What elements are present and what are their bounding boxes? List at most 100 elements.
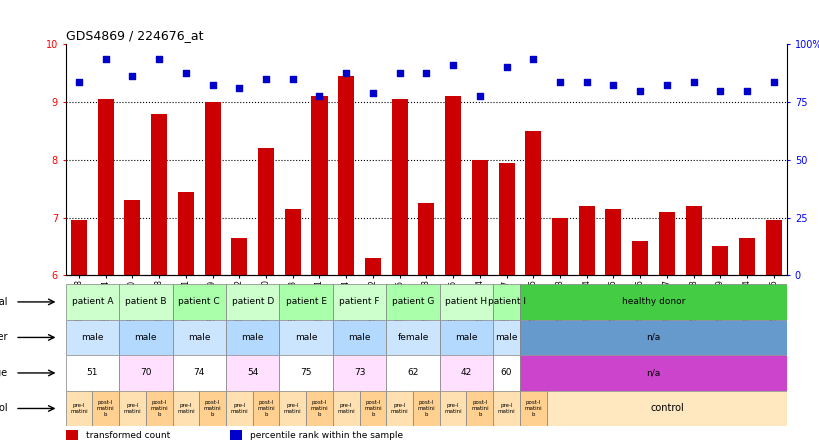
Text: GDS4869 / 224676_at: GDS4869 / 224676_at [66, 29, 203, 42]
Text: male: male [134, 333, 156, 342]
Bar [284, 209, 301, 275]
Text: patient F: patient F [339, 297, 379, 306]
Point [339, 70, 352, 77]
Point [767, 78, 780, 85]
FancyBboxPatch shape [413, 391, 439, 426]
FancyBboxPatch shape [252, 391, 279, 426]
Text: post-I
matini
b: post-I matini b [97, 400, 115, 417]
Text: pre-I
matini: pre-I matini [70, 403, 88, 414]
Bar [418, 203, 434, 275]
FancyBboxPatch shape [386, 391, 413, 426]
Text: control: control [649, 404, 683, 413]
Text: 60: 60 [500, 369, 512, 377]
Text: post-I
matini
b: post-I matini b [257, 400, 274, 417]
Text: pre-I
matini: pre-I matini [497, 403, 515, 414]
Point [259, 75, 272, 83]
Text: male: male [295, 333, 317, 342]
FancyBboxPatch shape [519, 284, 786, 320]
Point [206, 81, 219, 88]
Point [233, 84, 246, 91]
FancyBboxPatch shape [439, 391, 466, 426]
FancyBboxPatch shape [439, 355, 492, 391]
FancyBboxPatch shape [146, 391, 172, 426]
FancyBboxPatch shape [439, 284, 492, 320]
Point [659, 81, 672, 88]
FancyBboxPatch shape [66, 284, 119, 320]
Bar [178, 192, 193, 275]
Bar [229, 430, 242, 440]
Bar [391, 99, 407, 275]
Text: n/a: n/a [645, 333, 660, 342]
Point [152, 56, 165, 63]
FancyBboxPatch shape [199, 391, 226, 426]
Point [606, 81, 619, 88]
Point [313, 93, 326, 100]
Point [526, 56, 539, 63]
FancyBboxPatch shape [305, 391, 333, 426]
Text: pre-I
matini: pre-I matini [444, 403, 461, 414]
Text: post-I
matini
b: post-I matini b [310, 400, 328, 417]
Text: healthy donor: healthy donor [621, 297, 685, 306]
FancyBboxPatch shape [439, 320, 492, 355]
FancyBboxPatch shape [333, 284, 386, 320]
Point [419, 70, 432, 77]
FancyBboxPatch shape [226, 355, 279, 391]
Bar [712, 246, 727, 275]
Bar [337, 76, 354, 275]
FancyBboxPatch shape [386, 320, 439, 355]
Bar [685, 206, 701, 275]
FancyBboxPatch shape [93, 391, 119, 426]
FancyBboxPatch shape [66, 391, 93, 426]
FancyBboxPatch shape [279, 355, 333, 391]
FancyBboxPatch shape [119, 284, 172, 320]
Text: post-I
matini
b: post-I matini b [524, 400, 541, 417]
Text: patient I: patient I [487, 297, 525, 306]
Bar [765, 220, 781, 275]
Text: pre-I
matini: pre-I matini [283, 403, 301, 414]
Text: patient E: patient E [285, 297, 326, 306]
Text: patient C: patient C [179, 297, 219, 306]
Point [686, 78, 699, 85]
Text: male: male [455, 333, 477, 342]
Bar [204, 102, 220, 275]
Text: post-I
matini
b: post-I matini b [150, 400, 168, 417]
FancyBboxPatch shape [360, 391, 386, 426]
Bar [471, 160, 487, 275]
FancyBboxPatch shape [279, 284, 333, 320]
Text: post-I
matini
b: post-I matini b [364, 400, 382, 417]
Bar [151, 114, 167, 275]
Text: 42: 42 [460, 369, 472, 377]
FancyBboxPatch shape [546, 391, 786, 426]
FancyBboxPatch shape [226, 391, 252, 426]
Text: 70: 70 [140, 369, 152, 377]
FancyBboxPatch shape [386, 284, 439, 320]
Bar [525, 131, 541, 275]
Text: 73: 73 [354, 369, 365, 377]
Bar [258, 148, 274, 275]
Text: patient A: patient A [71, 297, 113, 306]
FancyBboxPatch shape [519, 355, 786, 391]
Bar [97, 99, 114, 275]
FancyBboxPatch shape [333, 391, 360, 426]
Point [392, 70, 405, 77]
Point [500, 64, 513, 71]
Text: pre-I
matini: pre-I matini [337, 403, 355, 414]
FancyBboxPatch shape [519, 320, 786, 355]
FancyBboxPatch shape [492, 284, 519, 320]
Text: individual: individual [0, 297, 8, 307]
Text: 51: 51 [87, 369, 98, 377]
Text: patient G: patient G [391, 297, 434, 306]
FancyBboxPatch shape [492, 355, 519, 391]
Text: pre-I
matini: pre-I matini [391, 403, 408, 414]
FancyBboxPatch shape [172, 355, 226, 391]
Bar [631, 241, 648, 275]
Point [713, 87, 726, 94]
Point [633, 87, 646, 94]
Text: post-I
matini
b: post-I matini b [470, 400, 488, 417]
Text: post-I
matini
b: post-I matini b [417, 400, 435, 417]
Text: male: male [81, 333, 103, 342]
FancyBboxPatch shape [492, 391, 519, 426]
Text: male: male [188, 333, 210, 342]
FancyBboxPatch shape [492, 320, 519, 355]
FancyBboxPatch shape [226, 284, 279, 320]
